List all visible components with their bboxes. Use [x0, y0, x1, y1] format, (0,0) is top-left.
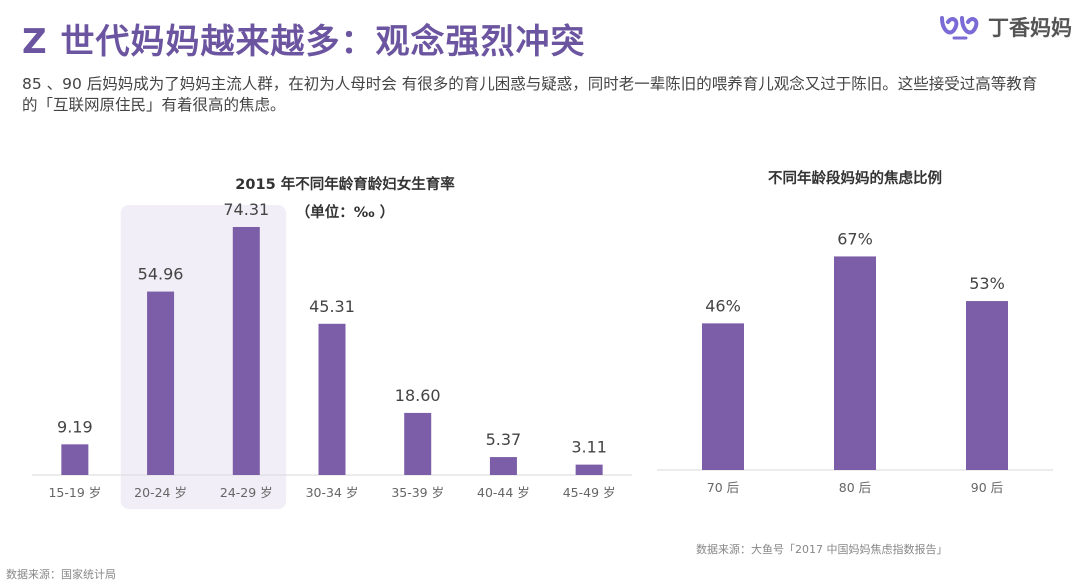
bar: [834, 256, 876, 470]
x-tick-label: 30-34 岁: [306, 485, 359, 500]
highlight-region: [120, 205, 287, 509]
x-tick-label: 35-39 岁: [391, 485, 444, 500]
data-label: 74.31: [223, 200, 269, 219]
x-tick-label: 15-19 岁: [48, 485, 101, 500]
bar: [702, 323, 744, 470]
chart2-title: 不同年龄段妈妈的焦虑比例: [768, 171, 942, 187]
data-label: 3.11: [571, 438, 607, 457]
data-label: 54.96: [138, 265, 184, 284]
bar: [318, 323, 346, 475]
anxiety-ratio-bar-chart: 46% 70 后 67% 80 后 53% 90 后: [657, 229, 1053, 495]
bar: [966, 301, 1008, 470]
page-subtitle: 85 、90 后妈妈成为了妈妈主流人群，在初为人母时会 有很多的育儿困惑与疑惑，…: [22, 75, 1038, 114]
page-title: Z 世代妈妈越来越多：观念强烈冲突: [22, 22, 586, 62]
x-tick-label: 45-49 岁: [563, 485, 616, 500]
x-tick-label: 70 后: [707, 480, 739, 495]
logo-text: 丁香妈妈: [988, 16, 1072, 40]
bar: [404, 412, 432, 475]
bar: [147, 291, 175, 475]
dxy-mama-logo-icon: [940, 16, 979, 40]
x-tick-label: 40-44 岁: [477, 485, 530, 500]
x-tick-label: 24-29 岁: [220, 485, 273, 500]
bar: [489, 457, 517, 475]
data-label: 45.31: [309, 297, 355, 316]
x-tick-label: 20-24 岁: [134, 485, 187, 500]
data-label: 5.37: [486, 430, 522, 449]
bar: [61, 444, 89, 475]
fertility-rate-bar-chart: 9.19 15-19 岁 54.96 20-24 岁 74.31 24-29 岁 45.31…: [32, 200, 632, 509]
data-label: 67%: [837, 229, 873, 248]
bar: [232, 226, 260, 475]
data-label: 46%: [705, 296, 741, 315]
data-label: 18.60: [395, 386, 441, 405]
data-label: 9.19: [57, 417, 93, 436]
chart1-title: 2015 年不同年龄育龄妇女生育率: [235, 177, 455, 193]
source-right: 数据来源：大鱼号「2017 中国妈妈焦虑指数报告」: [696, 543, 948, 556]
bar: [575, 464, 603, 475]
source-left: 数据来源：国家统计局: [6, 568, 116, 581]
brand-logo: 丁香妈妈: [938, 10, 1072, 44]
x-tick-label: 90 后: [971, 480, 1003, 495]
x-tick-label: 80 后: [839, 480, 871, 495]
chart1-subtitle: （单位：‰ ）: [295, 205, 395, 221]
data-label: 53%: [969, 274, 1005, 293]
